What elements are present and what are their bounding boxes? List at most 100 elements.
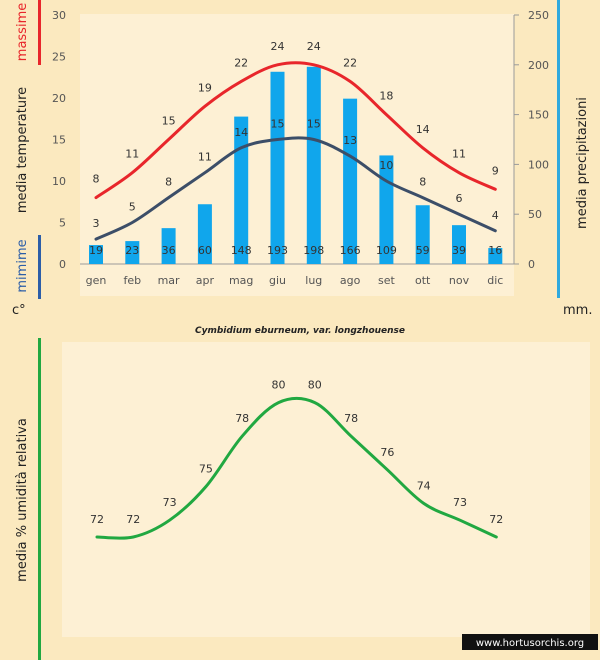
precip-bar bbox=[415, 205, 430, 264]
max-temp-label: 24 bbox=[307, 40, 321, 53]
max-temp-label: 19 bbox=[198, 81, 212, 94]
min-temp-label: 11 bbox=[198, 151, 212, 164]
left-tick-label: 30 bbox=[52, 9, 66, 22]
max-legend-bar bbox=[38, 0, 41, 65]
min-legend-label: mimime bbox=[15, 239, 30, 292]
precip-data-label: 193 bbox=[267, 244, 288, 257]
left-tick-label: 10 bbox=[52, 175, 66, 188]
precip-bar bbox=[234, 116, 249, 264]
left-tick-label: 20 bbox=[52, 92, 66, 105]
precip-bar bbox=[488, 248, 503, 264]
category-label: gen bbox=[86, 274, 107, 287]
precip-data-label: 59 bbox=[416, 244, 430, 257]
precip-data-label: 60 bbox=[198, 244, 212, 257]
precip-bar bbox=[197, 204, 212, 264]
right-tick-label: 0 bbox=[528, 258, 535, 271]
precip-bar bbox=[161, 228, 176, 264]
max-temp-label: 18 bbox=[379, 90, 393, 103]
max-temp-label: 24 bbox=[271, 40, 285, 53]
humidity-label: 72 bbox=[489, 513, 503, 526]
category-label: mar bbox=[158, 274, 180, 287]
precip-bar bbox=[125, 241, 140, 264]
category-label: giu bbox=[269, 274, 286, 287]
right-tick-label: 250 bbox=[528, 9, 549, 22]
min-temp-label: 6 bbox=[456, 192, 463, 205]
precip-data-label: 16 bbox=[488, 244, 502, 257]
max-temp-line bbox=[94, 61, 497, 200]
max-temp-label: 22 bbox=[343, 56, 357, 69]
precip-data-label: 36 bbox=[162, 244, 176, 257]
precip-bar bbox=[89, 245, 103, 264]
bottom-plot-area bbox=[62, 342, 590, 637]
left-tick-label: 0 bbox=[59, 258, 66, 271]
category-label: lug bbox=[305, 274, 322, 287]
max-temp-label: 15 bbox=[162, 115, 176, 128]
category-label: dic bbox=[487, 274, 503, 287]
right-tick-label: 200 bbox=[528, 59, 549, 72]
left-tick-label: 25 bbox=[52, 51, 66, 64]
min-temp-label: 10 bbox=[379, 159, 393, 172]
min-temp-label: 8 bbox=[419, 176, 426, 189]
precip-data-label: 39 bbox=[452, 244, 466, 257]
left-axis-title: media temperature bbox=[15, 87, 30, 213]
right-tick-label: 150 bbox=[528, 109, 549, 122]
precip-data-label: 19 bbox=[89, 244, 103, 257]
max-temp-label: 11 bbox=[452, 148, 466, 161]
humidity-label: 78 bbox=[235, 412, 249, 425]
right-axis-bar bbox=[557, 0, 560, 298]
max-legend-label: massime bbox=[15, 3, 30, 61]
precip-bar bbox=[452, 225, 466, 264]
left-tick-label: 5 bbox=[59, 217, 66, 230]
min-legend-bar bbox=[38, 235, 41, 299]
right-axis-title: media precipitazioni bbox=[575, 97, 590, 229]
humidity-label: 73 bbox=[453, 496, 467, 509]
min-temp-label: 8 bbox=[165, 176, 172, 189]
right-tick-label: 50 bbox=[528, 208, 542, 221]
humidity-label: 74 bbox=[417, 479, 431, 492]
min-temp-label: 4 bbox=[492, 209, 499, 222]
humidity-label: 75 bbox=[199, 463, 213, 476]
category-label: nov bbox=[449, 274, 470, 287]
max-temp-label: 11 bbox=[125, 148, 139, 161]
min-temp-label: 5 bbox=[129, 201, 136, 214]
precip-data-label: 148 bbox=[231, 244, 252, 257]
category-label: feb bbox=[123, 274, 141, 287]
category-label: ott bbox=[415, 274, 431, 287]
precip-data-label: 109 bbox=[376, 244, 397, 257]
right-tick-label: 100 bbox=[528, 158, 549, 171]
max-temp-label: 14 bbox=[416, 123, 430, 136]
min-temp-label: 13 bbox=[343, 134, 357, 147]
humidity-label: 76 bbox=[380, 446, 394, 459]
humidity-axis-title: media % umidità relativa bbox=[15, 418, 30, 582]
humidity-label: 72 bbox=[90, 513, 104, 526]
max-temp-label: 8 bbox=[93, 173, 100, 186]
precip-data-label: 166 bbox=[340, 244, 361, 257]
category-label: apr bbox=[196, 274, 215, 287]
right-unit-label: mm. bbox=[563, 303, 592, 318]
watermark: www.hortusorchis.org bbox=[476, 638, 584, 649]
precip-data-label: 198 bbox=[303, 244, 324, 257]
humidity-label: 72 bbox=[126, 513, 140, 526]
category-label: ago bbox=[340, 274, 361, 287]
watermark-box bbox=[462, 634, 598, 650]
humidity-label: 78 bbox=[344, 412, 358, 425]
precip-bar bbox=[343, 98, 358, 264]
min-temp-line bbox=[94, 136, 497, 241]
category-label: mag bbox=[229, 274, 253, 287]
humidity-line bbox=[95, 396, 498, 540]
max-temp-label: 9 bbox=[492, 164, 499, 177]
top-plot-area bbox=[80, 14, 514, 296]
min-temp-label: 3 bbox=[93, 217, 100, 230]
precip-data-label: 23 bbox=[125, 244, 139, 257]
chart-title: Cymbidium eburneum, var. longzhouense bbox=[195, 326, 405, 336]
min-temp-label: 14 bbox=[234, 126, 248, 139]
category-label: set bbox=[378, 274, 395, 287]
humidity-label: 80 bbox=[272, 379, 286, 392]
humidity-axis-bar bbox=[38, 338, 41, 660]
humidity-label: 80 bbox=[308, 379, 322, 392]
min-temp-label: 15 bbox=[307, 118, 321, 131]
humidity-label: 73 bbox=[163, 496, 177, 509]
precip-bar bbox=[270, 71, 285, 264]
